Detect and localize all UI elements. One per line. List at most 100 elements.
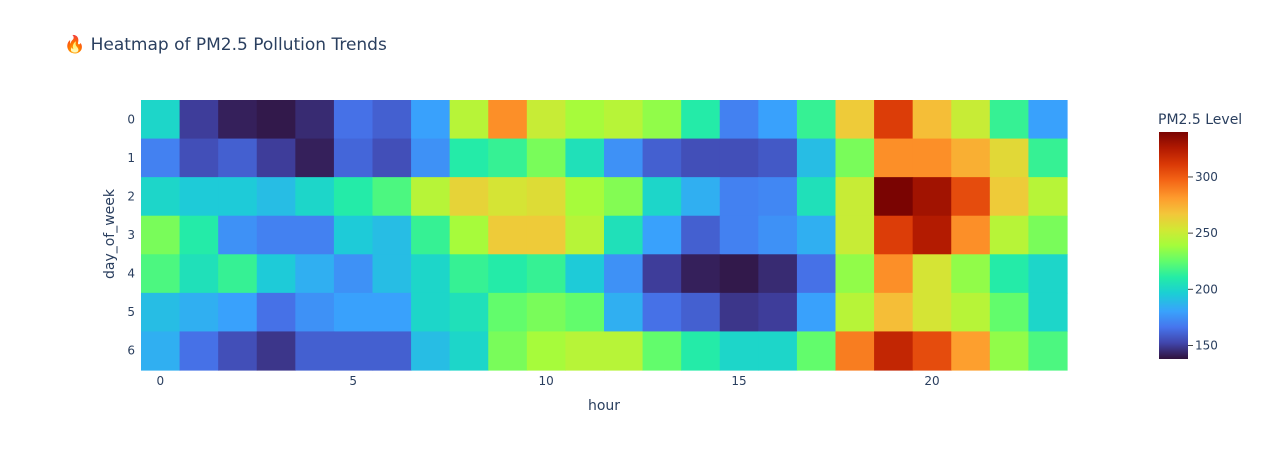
heatmap-cell	[179, 292, 219, 333]
heatmap-cell	[411, 215, 451, 255]
heatmap-cell	[681, 177, 721, 217]
heatmap-cell	[565, 331, 605, 371]
heatmap-cell	[719, 215, 759, 255]
heatmap-cell	[642, 254, 682, 294]
heatmap-cell	[719, 177, 759, 217]
colorbar-title: PM2.5 Level	[1158, 112, 1242, 128]
heatmap-cell	[874, 331, 914, 371]
heatmap-cell	[681, 215, 721, 255]
heatmap-cell	[218, 215, 258, 255]
heatmap-cell	[989, 177, 1030, 217]
colorbar-ticks: 150 200 250 300	[1188, 170, 1218, 353]
heatmap-cell	[333, 292, 374, 333]
heatmap-cell	[295, 331, 335, 371]
heatmap-cell	[989, 292, 1030, 333]
heatmap-cell	[526, 100, 567, 140]
colorbar-tick-label: 300	[1195, 170, 1218, 184]
heatmap-cell	[295, 100, 335, 140]
heatmap-cell	[642, 138, 682, 178]
heatmap-cell	[565, 254, 605, 294]
heatmap-cell	[218, 138, 258, 178]
heatmap-cell	[642, 331, 682, 371]
heatmap-cell	[488, 215, 528, 255]
heatmap-cell	[989, 254, 1030, 294]
heatmap-cell	[411, 292, 451, 333]
heatmap-cell	[565, 100, 605, 140]
heatmap-cell	[372, 177, 412, 217]
heatmap-cell	[1028, 331, 1068, 371]
heatmap-cell	[604, 215, 644, 255]
heatmap-cell	[565, 138, 605, 178]
heatmap-cell	[912, 138, 952, 178]
heatmap-cell	[449, 292, 489, 333]
x-tick-label: 15	[731, 374, 746, 388]
heatmap-cell	[604, 100, 644, 140]
heatmap-cell	[874, 215, 914, 255]
heatmap-cell	[526, 331, 567, 371]
x-axis-ticks: 0 5 10 15 20	[156, 374, 939, 388]
heatmap-cell	[218, 100, 258, 140]
x-tick-label: 5	[349, 374, 357, 388]
heatmap-cell	[835, 215, 875, 255]
heatmap-cell	[411, 331, 451, 371]
heatmap-cell	[912, 215, 952, 255]
heatmap-cell	[642, 177, 682, 217]
colorbar-tick-label: 150	[1195, 339, 1218, 353]
heatmap-cell	[989, 331, 1030, 371]
heatmap-cell	[912, 100, 952, 140]
heatmap-cell	[951, 254, 991, 294]
heatmap-cell	[526, 292, 567, 333]
heatmap-cell	[951, 100, 991, 140]
heatmap-cell	[449, 331, 489, 371]
heatmap-cell	[411, 138, 451, 178]
heatmap-cell	[333, 254, 374, 294]
heatmap-cell	[141, 215, 181, 255]
heatmap-cell	[179, 331, 219, 371]
heatmap-cell	[874, 177, 914, 217]
heatmap-cell	[758, 177, 798, 217]
heatmap-cell	[758, 331, 798, 371]
heatmap-cell	[604, 177, 644, 217]
heatmap-cell	[449, 138, 489, 178]
heatmap-cell	[449, 100, 489, 140]
heatmap-cell	[912, 292, 952, 333]
heatmap-cell	[989, 215, 1030, 255]
heatmap-cell	[642, 215, 682, 255]
heatmap-cell	[488, 292, 528, 333]
y-tick-label: 5	[127, 305, 135, 319]
heatmap-cell	[835, 100, 875, 140]
heatmap-cell	[604, 292, 644, 333]
heatmap-cell	[372, 100, 412, 140]
heatmap-cell	[179, 177, 219, 217]
heatmap-cell	[758, 138, 798, 178]
heatmap-cell	[256, 177, 296, 217]
heatmap-cell	[796, 292, 837, 333]
heatmap-cell	[1028, 100, 1068, 140]
heatmap-cell	[912, 254, 952, 294]
heatmap-cell	[912, 177, 952, 217]
heatmap-cell	[604, 331, 644, 371]
heatmap-cell	[1028, 177, 1068, 217]
heatmap-cell	[295, 138, 335, 178]
heatmap-cell	[179, 215, 219, 255]
heatmap-cell	[141, 331, 181, 371]
heatmap-cell	[681, 100, 721, 140]
heatmap-cell	[1028, 292, 1068, 333]
heatmap-cell	[526, 215, 567, 255]
heatmap-cell	[488, 138, 528, 178]
heatmap-cell	[411, 177, 451, 217]
heatmap-cell	[488, 254, 528, 294]
y-tick-label: 4	[127, 267, 135, 281]
heatmap-cell	[449, 215, 489, 255]
heatmap-cell	[835, 177, 875, 217]
heatmap-cell	[526, 138, 567, 178]
heatmap-cell	[411, 254, 451, 294]
y-tick-label: 0	[127, 112, 135, 126]
heatmap-cell	[488, 100, 528, 140]
heatmap-cell	[565, 177, 605, 217]
heatmap-cell	[758, 215, 798, 255]
heatmap-cell	[951, 331, 991, 371]
heatmap-cell	[526, 177, 567, 217]
heatmap-cell	[681, 254, 721, 294]
heatmap-cells	[141, 100, 1068, 371]
